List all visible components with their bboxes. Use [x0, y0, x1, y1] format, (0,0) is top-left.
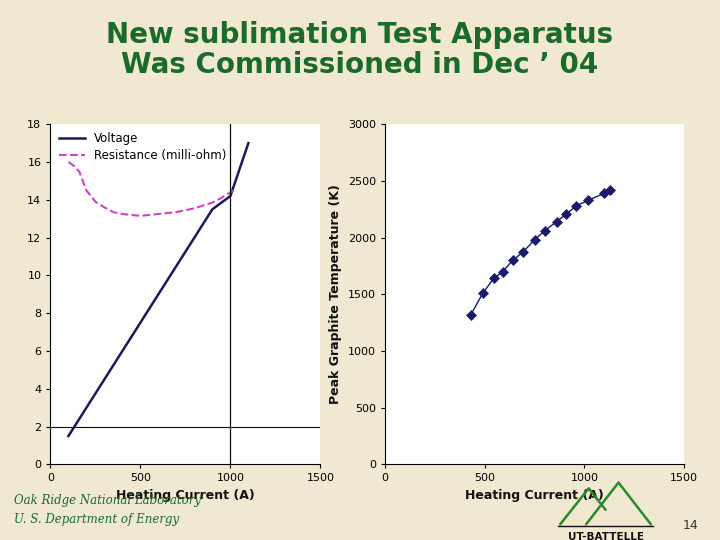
Text: UT-BATTELLE: UT-BATTELLE	[567, 532, 644, 540]
Text: 14: 14	[683, 519, 698, 532]
Text: Oak Ridge National Laboratory: Oak Ridge National Laboratory	[14, 494, 202, 507]
Legend: Voltage, Resistance (milli-ohm): Voltage, Resistance (milli-ohm)	[54, 128, 231, 167]
Text: U. S. Department of Energy: U. S. Department of Energy	[14, 513, 179, 526]
Text: Was Commissioned in Dec ’ 04: Was Commissioned in Dec ’ 04	[122, 51, 598, 79]
Text: New sublimation Test Apparatus: New sublimation Test Apparatus	[107, 21, 613, 49]
Y-axis label: Peak Graphite Temperature (K): Peak Graphite Temperature (K)	[330, 184, 343, 404]
X-axis label: Heating Current (A): Heating Current (A)	[116, 489, 255, 502]
X-axis label: Heating Current (A): Heating Current (A)	[465, 489, 604, 502]
